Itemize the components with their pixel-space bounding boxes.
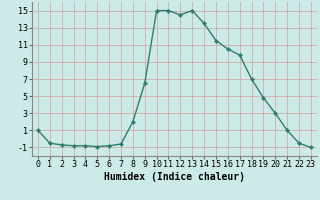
X-axis label: Humidex (Indice chaleur): Humidex (Indice chaleur)	[104, 172, 245, 182]
